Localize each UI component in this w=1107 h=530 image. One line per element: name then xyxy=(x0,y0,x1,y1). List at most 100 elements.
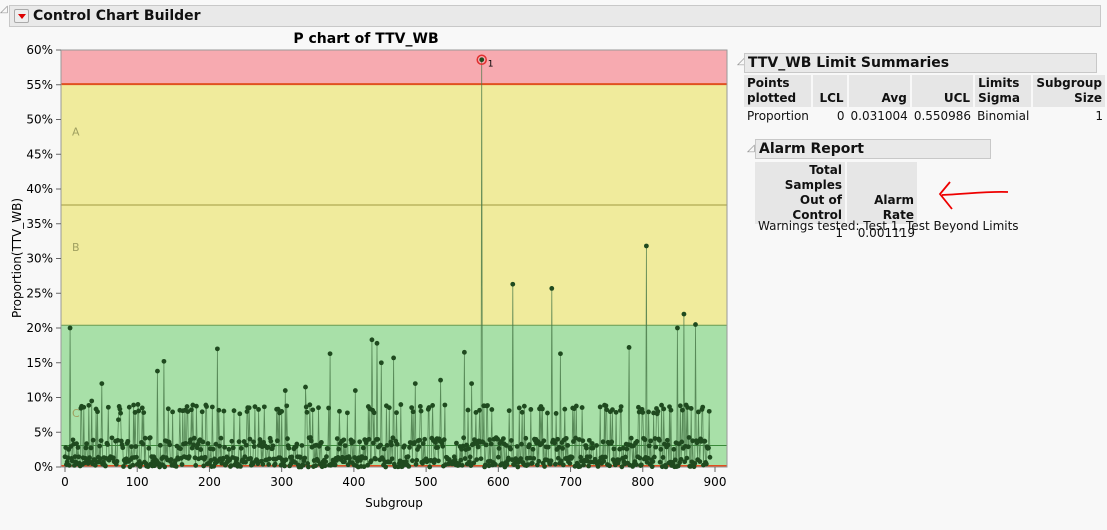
data-point xyxy=(289,454,295,460)
series-line xyxy=(64,59,711,469)
data-point xyxy=(496,445,502,451)
data-point xyxy=(337,408,342,414)
data-point xyxy=(413,461,419,467)
data-point xyxy=(640,410,646,415)
data-point xyxy=(194,403,199,409)
y-tick-label: 20% xyxy=(26,321,53,335)
data-point xyxy=(374,340,380,346)
data-point xyxy=(523,435,529,441)
data-point xyxy=(465,407,471,413)
data-point xyxy=(95,409,100,415)
data-point xyxy=(282,463,287,469)
y-tick-label: 0% xyxy=(34,460,53,474)
data-point xyxy=(548,458,554,464)
data-point xyxy=(514,444,520,449)
data-point xyxy=(586,463,592,469)
data-point xyxy=(105,442,111,447)
data-point xyxy=(109,435,115,441)
data-point xyxy=(347,455,352,461)
data-point xyxy=(115,437,121,443)
data-point xyxy=(72,454,78,460)
data-point xyxy=(360,445,366,451)
data-point xyxy=(503,443,509,448)
data-point xyxy=(642,437,648,443)
data-point xyxy=(274,438,280,444)
header-title: Control Chart Builder xyxy=(33,8,201,24)
data-point xyxy=(426,405,432,410)
data-point xyxy=(624,446,630,452)
data-point xyxy=(607,463,612,469)
data-point xyxy=(651,454,657,460)
data-point xyxy=(706,408,712,414)
data-point xyxy=(518,456,524,461)
data-point xyxy=(416,444,422,450)
data-point xyxy=(383,464,389,470)
data-point xyxy=(545,444,551,450)
limit-summary-header: TTV_WB Limit Summaries xyxy=(744,53,1097,73)
red-triangle-menu-icon[interactable] xyxy=(14,9,29,23)
alarm-report-toggle-icon[interactable]: ◿ xyxy=(747,143,755,154)
data-point xyxy=(700,404,706,410)
data-point xyxy=(643,243,649,249)
out-of-control-label: 1 xyxy=(488,60,494,70)
data-point xyxy=(384,442,390,448)
data-point xyxy=(506,455,511,461)
data-point xyxy=(488,441,494,447)
data-point xyxy=(616,457,622,463)
data-point xyxy=(398,402,404,407)
data-point xyxy=(304,409,310,415)
data-point xyxy=(595,464,601,469)
data-point xyxy=(441,437,447,443)
data-point xyxy=(357,439,363,445)
data-point xyxy=(650,459,656,464)
x-tick-label: 700 xyxy=(559,475,582,489)
col-alarm-rate: Alarm Rate xyxy=(846,162,919,224)
data-point xyxy=(558,458,564,464)
data-point xyxy=(336,446,342,452)
data-point xyxy=(519,409,525,415)
x-tick-label: 600 xyxy=(487,475,510,489)
data-point xyxy=(200,439,206,445)
data-point xyxy=(576,437,582,442)
data-point xyxy=(407,445,412,450)
data-point xyxy=(286,445,292,451)
data-point xyxy=(459,462,465,468)
data-point xyxy=(525,462,531,468)
data-point xyxy=(601,458,607,464)
data-point xyxy=(179,462,185,467)
data-point xyxy=(191,442,196,448)
data-point xyxy=(486,463,492,469)
data-point xyxy=(341,437,347,443)
x-tick-label: 400 xyxy=(342,475,365,489)
data-point xyxy=(637,455,643,461)
data-point xyxy=(255,461,261,467)
x-axis-label: Subgroup xyxy=(365,496,423,510)
data-point xyxy=(685,405,690,410)
data-point xyxy=(365,462,371,468)
outline-toggle-icon[interactable]: ◿ xyxy=(0,4,8,15)
cell: Proportion xyxy=(747,109,809,123)
data-point xyxy=(344,410,350,416)
data-point xyxy=(294,441,300,447)
data-point xyxy=(327,351,333,357)
data-point xyxy=(552,440,558,446)
data-point xyxy=(69,458,75,464)
data-point xyxy=(556,444,562,450)
data-point xyxy=(430,403,436,408)
data-point xyxy=(578,454,584,460)
data-point xyxy=(562,406,568,412)
data-point xyxy=(527,455,533,461)
data-point xyxy=(316,405,321,411)
data-point xyxy=(247,436,253,442)
data-point xyxy=(573,403,579,409)
data-point xyxy=(188,437,194,443)
limit-summary-toggle-icon[interactable]: ◿ xyxy=(737,56,745,67)
data-point xyxy=(487,437,493,443)
data-point xyxy=(589,441,595,446)
data-point xyxy=(702,438,708,444)
data-point xyxy=(530,446,536,452)
data-point xyxy=(183,441,189,446)
cell: 1 xyxy=(1095,109,1103,123)
data-point xyxy=(521,403,527,409)
data-point xyxy=(366,436,372,442)
